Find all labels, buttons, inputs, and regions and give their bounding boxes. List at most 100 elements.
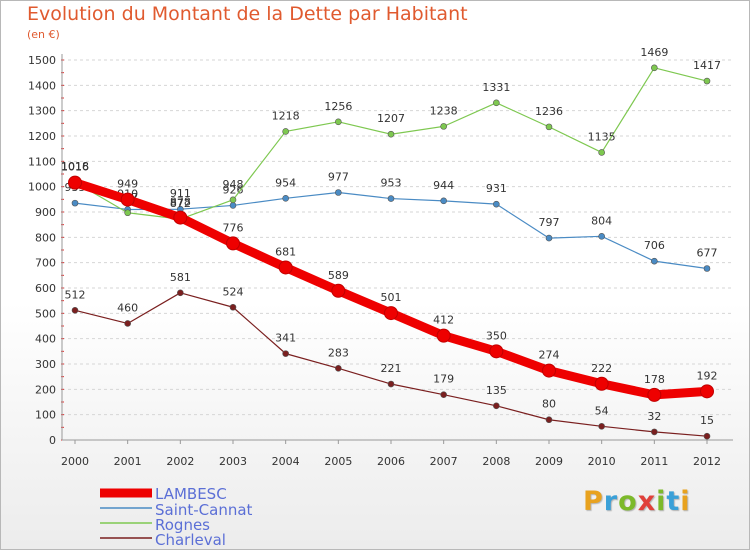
y-tick-label: 800 xyxy=(35,231,56,244)
data-label-charleval: 524 xyxy=(223,285,244,298)
data-label-lambesc: 178 xyxy=(644,373,665,386)
y-tick-label: 1200 xyxy=(28,130,56,143)
chart-unit: (en €) xyxy=(27,28,60,41)
y-tick-label: 1000 xyxy=(28,181,56,194)
data-point-lambesc xyxy=(542,363,556,378)
data-point-rognes xyxy=(598,149,605,156)
data-label-rognes: 1236 xyxy=(535,105,563,118)
data-point-charleval xyxy=(493,402,500,410)
x-tick-label: 2000 xyxy=(61,455,89,468)
y-tick-label: 0 xyxy=(49,434,56,447)
x-tick-label: 2008 xyxy=(482,455,510,468)
data-label-rognes: 872 xyxy=(170,197,191,210)
data-point-charleval xyxy=(598,423,605,430)
data-point-charleval xyxy=(282,350,289,357)
y-tick-label: 1300 xyxy=(28,105,56,118)
data-point-saint-cannat xyxy=(598,233,605,240)
y-tick-label: 1400 xyxy=(28,79,56,92)
y-tick-label: 300 xyxy=(35,358,56,371)
data-point-lambesc xyxy=(173,210,188,225)
data-point-charleval xyxy=(335,365,342,372)
x-tick-label: 2004 xyxy=(272,455,300,468)
data-label-lambesc: 350 xyxy=(486,329,507,342)
data-point-saint-cannat xyxy=(282,195,289,202)
legend-swatch-charleval xyxy=(100,537,152,539)
data-label-rognes: 948 xyxy=(223,178,244,191)
y-tick-label: 600 xyxy=(35,282,56,295)
legend-label-lambesc: LAMBESC xyxy=(155,485,227,503)
y-tick-label: 1500 xyxy=(28,54,56,67)
data-label-rognes: 1018 xyxy=(61,160,89,173)
legend-label-charleval: Charleval xyxy=(155,531,226,549)
data-label-lambesc: 1016 xyxy=(61,161,89,174)
data-point-rognes xyxy=(335,118,342,126)
data-label-charleval: 80 xyxy=(542,398,556,411)
data-label-lambesc: 681 xyxy=(275,245,296,258)
x-tick-label: 2003 xyxy=(219,455,247,468)
logo-letter: t xyxy=(666,486,681,517)
data-point-charleval xyxy=(229,303,237,311)
legend-swatch-saint-cannat xyxy=(100,507,152,509)
data-label-charleval: 179 xyxy=(433,373,454,386)
proxiti-logo: Proxiti xyxy=(583,486,691,517)
data-label-rognes: 1331 xyxy=(482,81,510,94)
data-label-charleval: 15 xyxy=(700,414,714,427)
data-point-rognes xyxy=(651,64,658,72)
y-tick-label: 700 xyxy=(35,257,56,270)
data-point-saint-cannat xyxy=(545,234,553,242)
logo-letter: x xyxy=(637,486,657,517)
data-label-lambesc: 776 xyxy=(223,221,244,234)
data-point-charleval xyxy=(71,306,79,314)
data-point-lambesc xyxy=(594,376,609,391)
data-point-saint-cannat xyxy=(387,195,395,202)
data-point-saint-cannat xyxy=(440,197,447,205)
y-tick-label: 200 xyxy=(35,383,56,396)
data-point-charleval xyxy=(545,416,553,424)
x-tick-label: 2006 xyxy=(377,455,405,468)
data-point-charleval xyxy=(387,380,395,388)
x-tick-label: 2001 xyxy=(114,455,142,468)
data-label-lambesc: 878 xyxy=(170,196,191,209)
data-label-saint-cannat: 977 xyxy=(328,170,349,183)
data-label-rognes: 1207 xyxy=(377,112,405,125)
data-label-lambesc: 192 xyxy=(697,369,718,382)
data-label-rognes: 1135 xyxy=(588,130,616,143)
data-point-lambesc xyxy=(489,344,504,359)
data-point-saint-cannat xyxy=(229,202,237,209)
x-tick-label: 2012 xyxy=(693,455,721,468)
data-label-lambesc: 412 xyxy=(433,314,454,327)
data-point-charleval xyxy=(177,289,184,297)
data-point-rognes xyxy=(124,209,131,217)
x-tick-label: 2010 xyxy=(588,455,616,468)
data-label-charleval: 283 xyxy=(328,346,349,359)
logo-letter: P xyxy=(583,486,604,517)
data-label-charleval: 32 xyxy=(647,410,661,423)
data-point-lambesc xyxy=(278,260,293,275)
data-point-saint-cannat xyxy=(335,189,342,196)
data-label-saint-cannat: 706 xyxy=(644,239,665,252)
x-tick-label: 2007 xyxy=(430,455,458,468)
data-label-rognes: 1417 xyxy=(693,59,721,72)
data-label-saint-cannat: 797 xyxy=(539,216,560,229)
data-point-lambesc xyxy=(226,236,240,251)
data-label-charleval: 221 xyxy=(381,362,402,375)
data-label-charleval: 54 xyxy=(595,404,609,417)
data-point-lambesc xyxy=(700,384,714,399)
data-label-saint-cannat: 954 xyxy=(275,176,296,189)
data-label-saint-cannat: 911 xyxy=(170,187,191,200)
y-tick-label: 100 xyxy=(35,409,56,422)
legend-label-saint-cannat: Saint-Cannat xyxy=(155,501,253,519)
data-point-saint-cannat xyxy=(651,257,658,265)
data-label-saint-cannat: 804 xyxy=(591,214,612,227)
logo-letter: o xyxy=(618,486,638,517)
x-tick-label: 2005 xyxy=(324,455,352,468)
data-point-lambesc xyxy=(436,328,451,343)
data-label-lambesc: 222 xyxy=(591,362,612,375)
logo-letter: i xyxy=(680,486,691,517)
data-label-saint-cannat: 944 xyxy=(433,179,454,192)
data-point-rognes xyxy=(282,128,289,135)
legend-swatch-lambesc xyxy=(100,488,152,498)
data-label-rognes: 1218 xyxy=(272,109,300,122)
